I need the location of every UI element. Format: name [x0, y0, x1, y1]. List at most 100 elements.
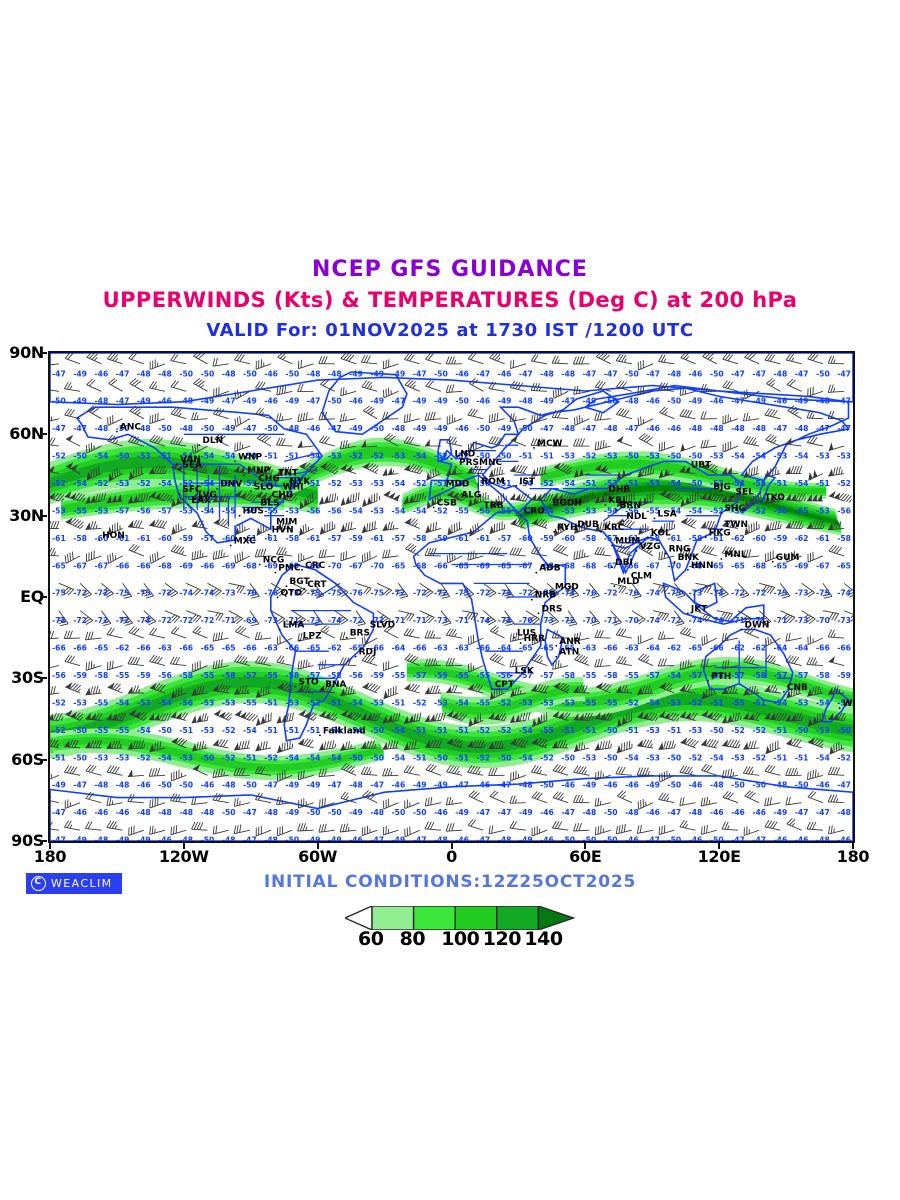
wind-barb [722, 386, 739, 392]
wind-barb-full [116, 468, 119, 477]
station-marker [709, 490, 712, 493]
wind-barb-full [137, 520, 143, 529]
wind-barb-full [302, 770, 305, 779]
temperature-value: -61 [816, 534, 830, 543]
wind-barb [298, 555, 314, 563]
wind-barb-full [708, 739, 714, 747]
wind-barb-pennant [515, 714, 520, 722]
wind-barb-full [435, 740, 440, 748]
wind-barb-full [687, 659, 690, 668]
station-label: KOL [651, 528, 671, 538]
wind-barb-full [791, 656, 797, 664]
wind-barb-pennant [276, 715, 282, 724]
wind-barb-full [201, 465, 207, 473]
wind-barb-full [323, 549, 327, 558]
wind-barb-half [84, 616, 89, 620]
wind-barb-pennant [785, 493, 791, 501]
temperature-value: -75 [774, 589, 788, 598]
wind-barb-full [151, 414, 154, 423]
wind-barb-full [411, 519, 419, 526]
wind-barb-full [522, 740, 529, 748]
wind-barb-half [50, 385, 51, 388]
wind-barb [170, 800, 187, 804]
wind-barb-full [597, 797, 600, 806]
wind-barb-full [405, 542, 412, 550]
wind-barb-full [682, 820, 688, 828]
wind-barb-full [421, 492, 425, 501]
temperature-value: -53 [349, 479, 363, 488]
wind-barb-full [50, 739, 56, 747]
wind-barb-full [838, 521, 842, 530]
wind-barb-pennant [383, 490, 391, 497]
wind-barb-pennant [149, 743, 155, 752]
colorbar[interactable] [343, 904, 607, 932]
wind-barb [382, 774, 399, 777]
wind-barb-full [612, 619, 620, 624]
wind-barb [843, 582, 853, 592]
wind-barb-full [798, 493, 803, 501]
station-label: BRS [350, 629, 370, 639]
wind-barb-full [621, 354, 627, 363]
temperature-value: -68 [413, 561, 427, 570]
wind-barb-full [244, 712, 251, 719]
wind-barb-full [92, 521, 97, 530]
wind-barb-full [769, 354, 776, 362]
wind-barb [638, 438, 654, 447]
wind-barb-full [488, 381, 494, 389]
wind-barb-half [739, 715, 742, 721]
wind-barb-half [796, 771, 799, 776]
wind-barb-full [135, 520, 140, 528]
wind-barb-full [400, 595, 409, 599]
wind-barb-pennant [70, 711, 78, 719]
wind-barb-full [618, 586, 624, 594]
map-plot-area[interactable]: -47 -49 -46 -47 -48 -48 -50 -50 -48 -50 -46 -50 -48-… [48, 351, 855, 843]
wind-barb-half [599, 800, 602, 806]
temperature-value: -66 [816, 644, 830, 653]
wind-barb-full [703, 764, 710, 772]
wind-barb [780, 610, 796, 618]
wind-barb [86, 445, 102, 454]
station-label: LUS [517, 629, 536, 639]
wind-barb-half [544, 743, 548, 748]
wind-barb-full [812, 770, 814, 779]
temperature-value: -47 [540, 424, 554, 433]
temperature-value: -56 [158, 671, 172, 680]
wind-barb-full [305, 739, 311, 747]
wind-barb-half [760, 615, 766, 619]
wind-barb-full [575, 794, 580, 803]
temperature-value: -47 [243, 836, 257, 841]
wind-barb-full [323, 356, 328, 364]
wind-barb-full [140, 740, 145, 749]
station-marker [278, 628, 281, 631]
wind-barb-pennant [637, 711, 644, 719]
wind-barb-full [352, 713, 360, 720]
wind-barb [404, 802, 420, 810]
wind-barb-full [583, 521, 586, 531]
wind-barb-full [281, 467, 284, 476]
wind-barb-half [505, 495, 508, 500]
wind-barb-full [281, 743, 283, 752]
temperature-value: -54 [158, 753, 172, 762]
temperature-value: -50 [795, 781, 809, 790]
temperature-value: -74 [837, 589, 851, 598]
wind-barb [828, 362, 845, 365]
temperature-value: -76 [243, 589, 257, 598]
wind-barb [234, 661, 251, 667]
wind-barb [85, 798, 102, 804]
wind-barb-full [427, 658, 431, 667]
wind-barb-half [103, 618, 108, 621]
wind-barb-full [299, 823, 304, 832]
temperature-value: -46 [689, 836, 703, 841]
temperature-value: -54 [413, 452, 427, 461]
wind-barb-full [87, 405, 95, 412]
wind-barb-full [90, 442, 93, 451]
wind-barb-full [251, 715, 259, 722]
wind-barb-full [262, 523, 265, 533]
temperature-value: -51 [498, 479, 512, 488]
temperature-value: -50 [201, 753, 215, 762]
wind-barb-full [371, 465, 379, 472]
temperature-value: -50 [179, 781, 193, 790]
wind-barb-full [613, 621, 622, 626]
wind-barb [340, 468, 357, 475]
temperature-value: -66 [837, 644, 851, 653]
